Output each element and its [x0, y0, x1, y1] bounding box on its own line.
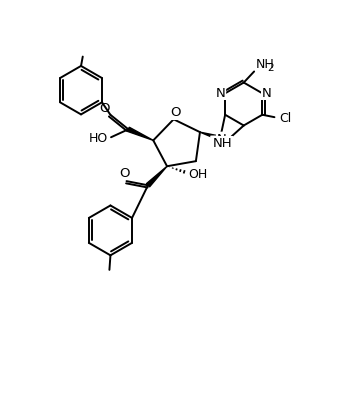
- Text: O: O: [120, 167, 130, 180]
- Text: Cl: Cl: [280, 113, 292, 125]
- Text: NH: NH: [211, 136, 230, 149]
- Text: NH: NH: [256, 58, 275, 71]
- Text: N: N: [217, 134, 227, 147]
- Text: N: N: [216, 86, 225, 99]
- Text: HO: HO: [88, 132, 107, 145]
- Text: O: O: [170, 105, 180, 118]
- Polygon shape: [127, 127, 153, 140]
- Text: O: O: [99, 102, 110, 115]
- Text: NH: NH: [213, 137, 232, 150]
- Text: N: N: [217, 132, 227, 145]
- Text: 2: 2: [267, 63, 274, 73]
- Text: N: N: [216, 87, 225, 100]
- Polygon shape: [146, 166, 167, 187]
- Polygon shape: [200, 132, 224, 142]
- Text: OH: OH: [188, 168, 207, 181]
- Text: N: N: [262, 86, 272, 99]
- Text: O: O: [170, 106, 181, 119]
- Text: N: N: [262, 87, 272, 100]
